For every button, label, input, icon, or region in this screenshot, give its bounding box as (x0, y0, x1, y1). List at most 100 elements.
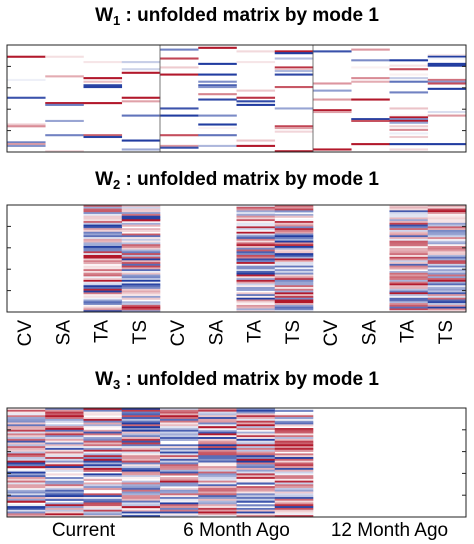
heat-cell (274, 498, 314, 501)
heat-cell (83, 457, 123, 460)
x-tick-label: Current (52, 520, 116, 541)
heat-cell (121, 473, 161, 476)
heat-cell (7, 457, 46, 460)
heat-cell (427, 256, 467, 259)
x-tick-label: CV (168, 320, 189, 347)
heat-cell (389, 118, 429, 121)
heat-cell (160, 511, 199, 514)
heat-cell (236, 469, 276, 472)
heat-cell (274, 457, 314, 460)
heat-cell (236, 507, 276, 511)
heat-cell (236, 471, 276, 474)
heat-cell (236, 295, 276, 299)
heat-cell (389, 205, 429, 208)
heat-cell (121, 210, 161, 213)
heat-cell (83, 270, 123, 274)
heat-cell (427, 290, 467, 293)
heat-cell (7, 455, 46, 458)
heat-cell (389, 132, 429, 135)
heat-cell (274, 224, 314, 227)
heat-cell (160, 427, 199, 431)
heat-cell (274, 238, 314, 241)
heat-cell (83, 303, 123, 306)
heat-cell (389, 221, 429, 224)
heat-cell (274, 453, 314, 456)
heat-cell (236, 238, 276, 241)
heat-cell (83, 469, 123, 472)
heat-cell (121, 253, 161, 256)
heat-cell (160, 451, 199, 454)
heat-cell (45, 409, 84, 412)
heat-cell (198, 497, 237, 500)
heat-cell (121, 263, 161, 266)
heat-cell (45, 504, 84, 507)
heat-cell (7, 451, 46, 454)
heat-cell (121, 491, 161, 494)
heat-cell (389, 249, 429, 252)
heat-cell (83, 283, 123, 286)
heat-cell (274, 415, 314, 418)
heat-cell (121, 424, 161, 427)
heat-cell (198, 515, 237, 518)
heat-cell (121, 224, 161, 227)
heat-cell (121, 451, 161, 454)
heat-cell (274, 482, 314, 485)
heat-cell (160, 469, 199, 472)
heat-cell (274, 301, 314, 304)
heat-cell (121, 240, 161, 243)
heat-cell (83, 475, 123, 478)
heat-cell (198, 504, 237, 507)
heat-cell (7, 491, 46, 494)
heat-cell (198, 46, 237, 49)
title-text: : unfolded matrix by mode 1 (120, 5, 379, 26)
heat-cell (389, 219, 429, 222)
heat-cell (236, 433, 276, 436)
heat-cell (236, 213, 276, 216)
heat-cell (7, 473, 46, 476)
heat-cell (389, 244, 429, 247)
heat-cell (83, 254, 123, 258)
heat-cell (313, 50, 352, 53)
heat-cell (198, 477, 237, 480)
heat-cell (45, 437, 84, 440)
heat-cell (7, 411, 46, 414)
heat-cell (389, 80, 429, 83)
heat-cell (236, 96, 276, 99)
heat-cell (121, 515, 161, 518)
heat-cell (45, 484, 84, 487)
heat-cell (160, 449, 199, 452)
heat-cell (236, 495, 276, 498)
heat-cell (7, 466, 46, 469)
heat-cell (83, 455, 123, 458)
heat-cell (236, 276, 276, 279)
heat-cell (389, 125, 429, 128)
heat-cell (274, 504, 314, 507)
heat-cell (121, 217, 161, 220)
heat-cell (121, 139, 161, 142)
heat-cell (427, 285, 467, 288)
heat-cell (198, 493, 237, 496)
panel-title: W1 : unfolded matrix by mode 1 (95, 5, 379, 28)
heat-cell (236, 237, 276, 240)
heat-cell (236, 437, 276, 440)
heat-cell (274, 429, 314, 432)
heat-cell (83, 135, 123, 139)
heat-cell (7, 433, 46, 436)
heat-cell (7, 475, 46, 478)
heat-cell (121, 229, 161, 233)
panel-frame (6, 204, 467, 313)
heat-cell (83, 466, 123, 469)
heat-cell (7, 409, 46, 412)
heat-cell (83, 237, 123, 240)
heat-cell (83, 507, 123, 511)
heat-cell (198, 435, 237, 438)
heat-cell (274, 68, 314, 71)
heat-cell (313, 148, 352, 151)
heat-cell (427, 114, 467, 117)
heat-cell (121, 482, 161, 485)
heat-cell (198, 114, 237, 117)
heat-cell (198, 471, 237, 474)
heat-cell (83, 422, 123, 425)
heat-cell (198, 84, 237, 87)
heat-cell (274, 267, 314, 270)
